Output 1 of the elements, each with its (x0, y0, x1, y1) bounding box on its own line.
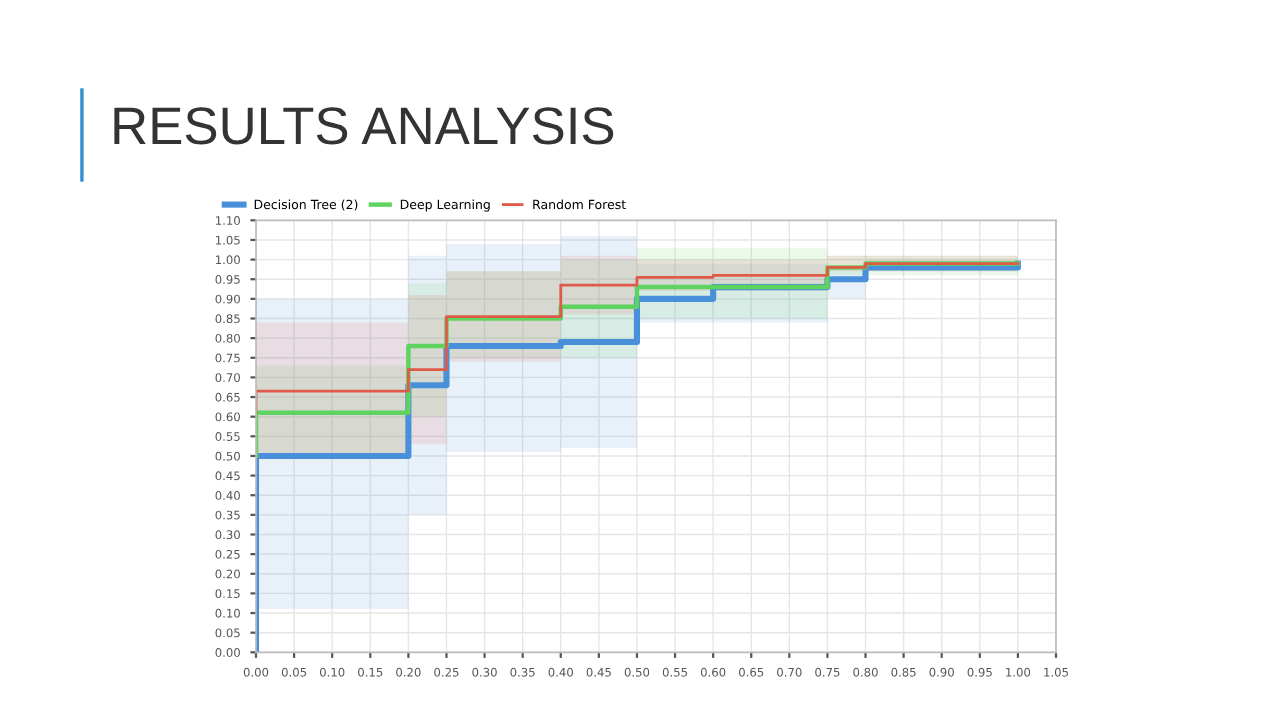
chart-title: RESULTS ANALYSIS (114, 107, 614, 145)
